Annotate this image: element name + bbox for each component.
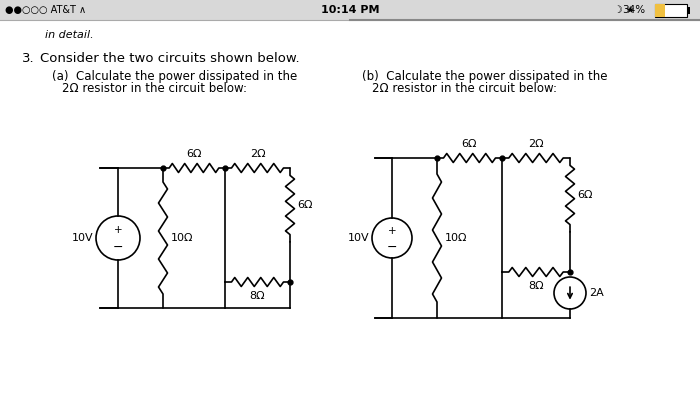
Text: +: + (388, 226, 396, 236)
Text: 6Ω: 6Ω (186, 149, 202, 159)
Text: 6Ω: 6Ω (462, 139, 477, 149)
Text: in detail.: in detail. (45, 30, 94, 40)
Text: 2Ω resistor in the circuit below:: 2Ω resistor in the circuit below: (62, 82, 247, 95)
Text: 10Ω: 10Ω (171, 233, 193, 243)
Text: 2Ω: 2Ω (528, 139, 544, 149)
Text: ●●○○○ AT&T ∧: ●●○○○ AT&T ∧ (5, 5, 86, 15)
Text: 10Ω: 10Ω (445, 233, 468, 243)
Text: (a)  Calculate the power dissipated in the: (a) Calculate the power dissipated in th… (52, 70, 298, 83)
Text: ☽ ★: ☽ ★ (615, 5, 635, 15)
Bar (655, 4, 687, 17)
Text: 2Ω: 2Ω (250, 149, 265, 159)
Bar (0, 0, 700, 20)
Text: Consider the two circuits shown below.: Consider the two circuits shown below. (40, 52, 300, 65)
Text: −: − (386, 241, 397, 254)
Bar (655, 4, 665, 17)
Text: (b)  Calculate the power dissipated in the: (b) Calculate the power dissipated in th… (362, 70, 608, 83)
Text: 8Ω: 8Ω (250, 291, 265, 301)
Text: 8Ω: 8Ω (528, 281, 544, 291)
Text: +: + (113, 225, 122, 235)
Text: 10V: 10V (71, 233, 93, 243)
Text: 34%: 34% (622, 5, 645, 15)
Text: 10:14 PM: 10:14 PM (321, 5, 379, 15)
Text: −: − (113, 241, 123, 254)
Text: 2Ω resistor in the circuit below:: 2Ω resistor in the circuit below: (372, 82, 557, 95)
Bar (687, 7, 690, 14)
Text: 10V: 10V (347, 233, 369, 243)
Text: 6Ω: 6Ω (297, 200, 312, 210)
Text: 3.: 3. (22, 52, 34, 65)
Text: 6Ω: 6Ω (577, 190, 592, 200)
Text: 2A: 2A (589, 288, 603, 298)
